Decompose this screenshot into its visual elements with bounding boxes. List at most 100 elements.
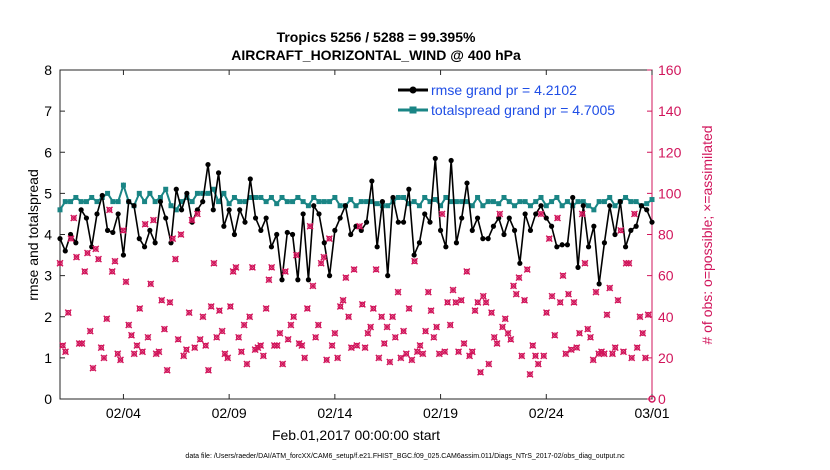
- rmse-point: [200, 199, 206, 205]
- rmse-point: [136, 236, 142, 242]
- obs-point: [537, 210, 545, 218]
- obs-x-stroke: [380, 339, 388, 347]
- obs-circle: [590, 357, 597, 363]
- obs-circle: [92, 246, 99, 252]
- obs-circle: [277, 330, 283, 337]
- obs-point: [259, 352, 267, 360]
- rmse-point: [622, 244, 629, 250]
- obs-x-stroke: [529, 342, 537, 350]
- obs-x-stroke: [611, 344, 619, 352]
- obs-circle: [268, 264, 275, 271]
- rmse-point: [89, 244, 95, 250]
- rmse-point: [311, 203, 317, 209]
- rmse-point: [406, 186, 412, 192]
- obs-circle: [318, 260, 324, 267]
- obs-circle: [315, 322, 322, 328]
- obs-x-stroke: [630, 210, 638, 218]
- obs-circle: [354, 342, 360, 349]
- totalspread-point: [543, 203, 549, 209]
- obs-circle: [139, 348, 146, 355]
- x-tick-label: 02/04: [106, 405, 141, 421]
- totalspread-point: [485, 199, 491, 205]
- obs-point: [383, 323, 391, 331]
- obs-x-stroke: [545, 235, 553, 243]
- x-tick-label: 02/14: [317, 405, 352, 421]
- obs-circle: [178, 231, 184, 238]
- y-left-tick-label: 5: [44, 185, 52, 201]
- obs-point: [411, 257, 419, 265]
- totalspread-point: [464, 199, 470, 205]
- obs-x-stroke: [353, 342, 361, 350]
- y-right-tick-label: 20: [658, 350, 674, 366]
- obs-circle: [301, 355, 308, 361]
- obs-point: [564, 290, 572, 298]
- obs-x-stroke: [383, 323, 391, 331]
- obs-point: [608, 350, 616, 358]
- obs-circle: [441, 348, 448, 355]
- obs-x-stroke: [507, 335, 515, 343]
- obs-point: [306, 222, 314, 230]
- totalspread-point: [120, 182, 126, 188]
- totalspread-point: [591, 207, 597, 213]
- obs-x-stroke: [367, 323, 375, 331]
- obs-point: [298, 342, 306, 350]
- totalspread-point: [374, 201, 380, 207]
- obs-point: [215, 307, 223, 315]
- totalspread-point: [416, 203, 422, 209]
- obs-x-stroke: [86, 327, 94, 335]
- obs-circle: [125, 322, 132, 328]
- totalspread-point: [258, 194, 264, 200]
- obs-point: [521, 296, 529, 304]
- obs-point: [309, 282, 317, 290]
- obs-x-stroke: [441, 348, 449, 356]
- obs-x-stroke: [336, 302, 344, 310]
- obs-point: [149, 216, 157, 224]
- totalspread-point: [364, 199, 370, 205]
- obs-point: [452, 298, 460, 306]
- totalspread-point: [612, 203, 618, 209]
- obs-x-stroke: [477, 368, 485, 376]
- obs-point: [325, 235, 333, 243]
- rmse-point: [226, 207, 232, 213]
- obs-x-stroke: [94, 255, 102, 263]
- y-right-tick-label: 0: [658, 391, 666, 407]
- obs-circle: [518, 353, 525, 359]
- obs-circle: [326, 235, 333, 242]
- obs-x-stroke: [108, 268, 116, 276]
- obs-circle: [307, 223, 313, 230]
- obs-circle: [211, 260, 217, 267]
- obs-circle: [120, 227, 127, 234]
- totalspread-point: [231, 194, 237, 200]
- obs-circle: [288, 322, 294, 328]
- obs-x-stroke: [586, 333, 594, 341]
- obs-x-stroke: [400, 327, 408, 335]
- obs-circle: [485, 361, 492, 367]
- obs-point: [628, 354, 636, 362]
- obs-point: [490, 333, 498, 341]
- obs-point: [422, 327, 430, 335]
- totalspread-point: [73, 194, 79, 200]
- obs-x-stroke: [103, 315, 111, 323]
- obs-x-stroke: [169, 235, 177, 243]
- obs-x-stroke: [243, 360, 251, 368]
- totalspread-point: [448, 199, 454, 205]
- obs-circle: [257, 342, 264, 349]
- obs-x-stroke: [62, 348, 69, 356]
- obs-point: [438, 210, 446, 218]
- obs-point: [435, 350, 443, 358]
- obs-circle: [642, 355, 649, 361]
- obs-point: [243, 360, 251, 368]
- rmse-point: [601, 240, 608, 246]
- totalspread-point: [242, 199, 248, 205]
- rmse-point: [591, 223, 597, 229]
- obs-point: [416, 342, 424, 350]
- totalspread-point: [226, 201, 232, 207]
- obs-circle: [496, 211, 503, 217]
- obs-point: [391, 333, 399, 341]
- obs-circle: [304, 305, 311, 312]
- obs-point: [540, 352, 548, 360]
- rmse-point: [115, 211, 121, 217]
- obs-x-stroke: [521, 296, 529, 304]
- rmse-point: [554, 244, 560, 250]
- rmse-point: [152, 240, 158, 246]
